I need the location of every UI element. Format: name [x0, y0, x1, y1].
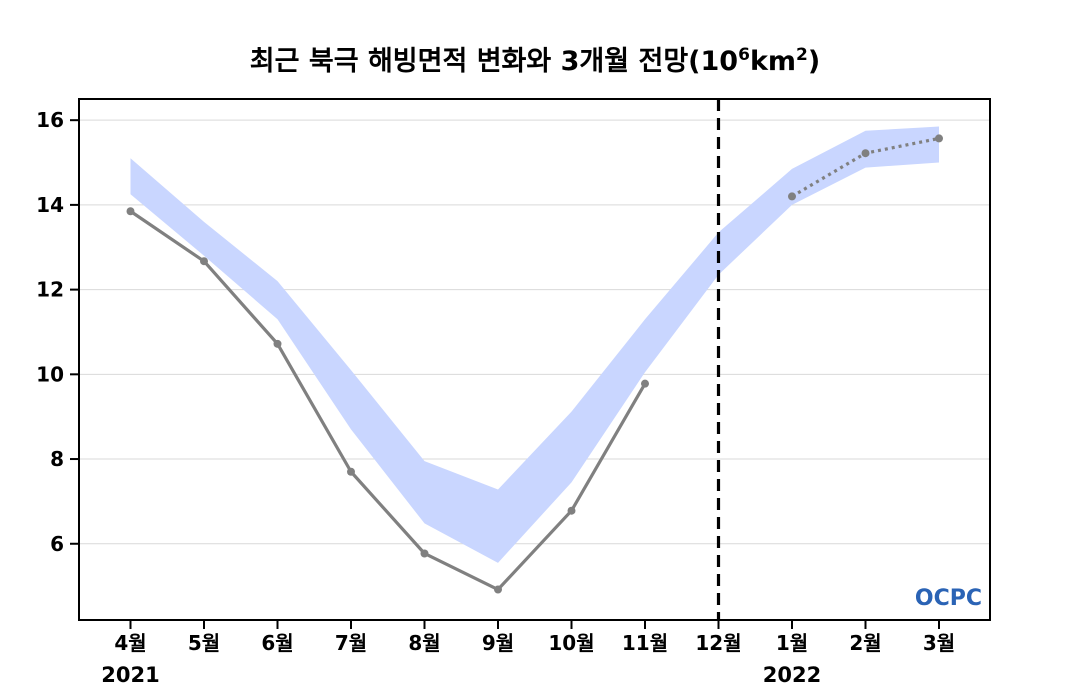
x-tick-label: 12월 [695, 631, 741, 655]
observed-point-7 [641, 379, 649, 388]
observed-point-2 [273, 339, 282, 348]
plot-frame [78, 98, 991, 621]
forecast-range-band [130, 126, 939, 563]
forecast-point-10 [861, 149, 870, 158]
x-tick-label: 4월 [114, 631, 146, 655]
plot-layer: 6 8 10 12 14 16 4월 5월 6월 7월 8월 9월 10월 11월 12월 1월 2월 3월 202… [36, 98, 991, 687]
forecast-point-9 [788, 192, 796, 201]
x-tick-label: 11월 [622, 631, 668, 655]
x-tick-label: 2월 [849, 631, 881, 655]
observed-point-1 [200, 257, 208, 266]
chart-title: 최근 북극 해빙면적 변화와 3개월 전망(106km2) [250, 45, 820, 77]
y-tick-label: 16 [36, 108, 64, 132]
y-tick-label: 10 [36, 362, 64, 386]
x-tick-label: 10월 [548, 631, 594, 655]
y-tick-label: 8 [50, 447, 64, 471]
x-tick-label: 6월 [261, 631, 293, 655]
y-tick-label: 12 [36, 278, 64, 302]
x-tick-label: 1월 [776, 631, 808, 655]
x-tick-label: 8월 [408, 631, 440, 655]
year-label: 2022 [763, 663, 821, 687]
chart-title-exponent-1: 6 [738, 45, 750, 65]
x-tick-label: 5월 [188, 631, 220, 655]
observed-point-3 [347, 467, 355, 476]
chart-title-end: ) [808, 46, 820, 77]
observed-point-4 [420, 549, 429, 558]
x-tick-label: 7월 [335, 631, 367, 655]
forecast-point-11 [935, 134, 943, 143]
chart-title-unit: km [750, 46, 796, 77]
observed-point-0 [126, 207, 135, 216]
observed-point-6 [567, 506, 576, 515]
ocpc-logo: OCPC [915, 586, 982, 611]
x-tick-label: 3월 [923, 631, 955, 655]
year-label: 2021 [101, 663, 159, 687]
observed-line [129, 209, 647, 592]
chart-title-exponent-2: 2 [796, 45, 808, 65]
chart-title-main: 최근 북극 해빙면적 변화와 3개월 전망(10 [250, 46, 738, 77]
observed-point-5 [494, 585, 502, 594]
x-tick-label: 9월 [482, 631, 514, 655]
y-tick-label: 6 [50, 532, 64, 556]
y-tick-label: 14 [36, 193, 64, 217]
